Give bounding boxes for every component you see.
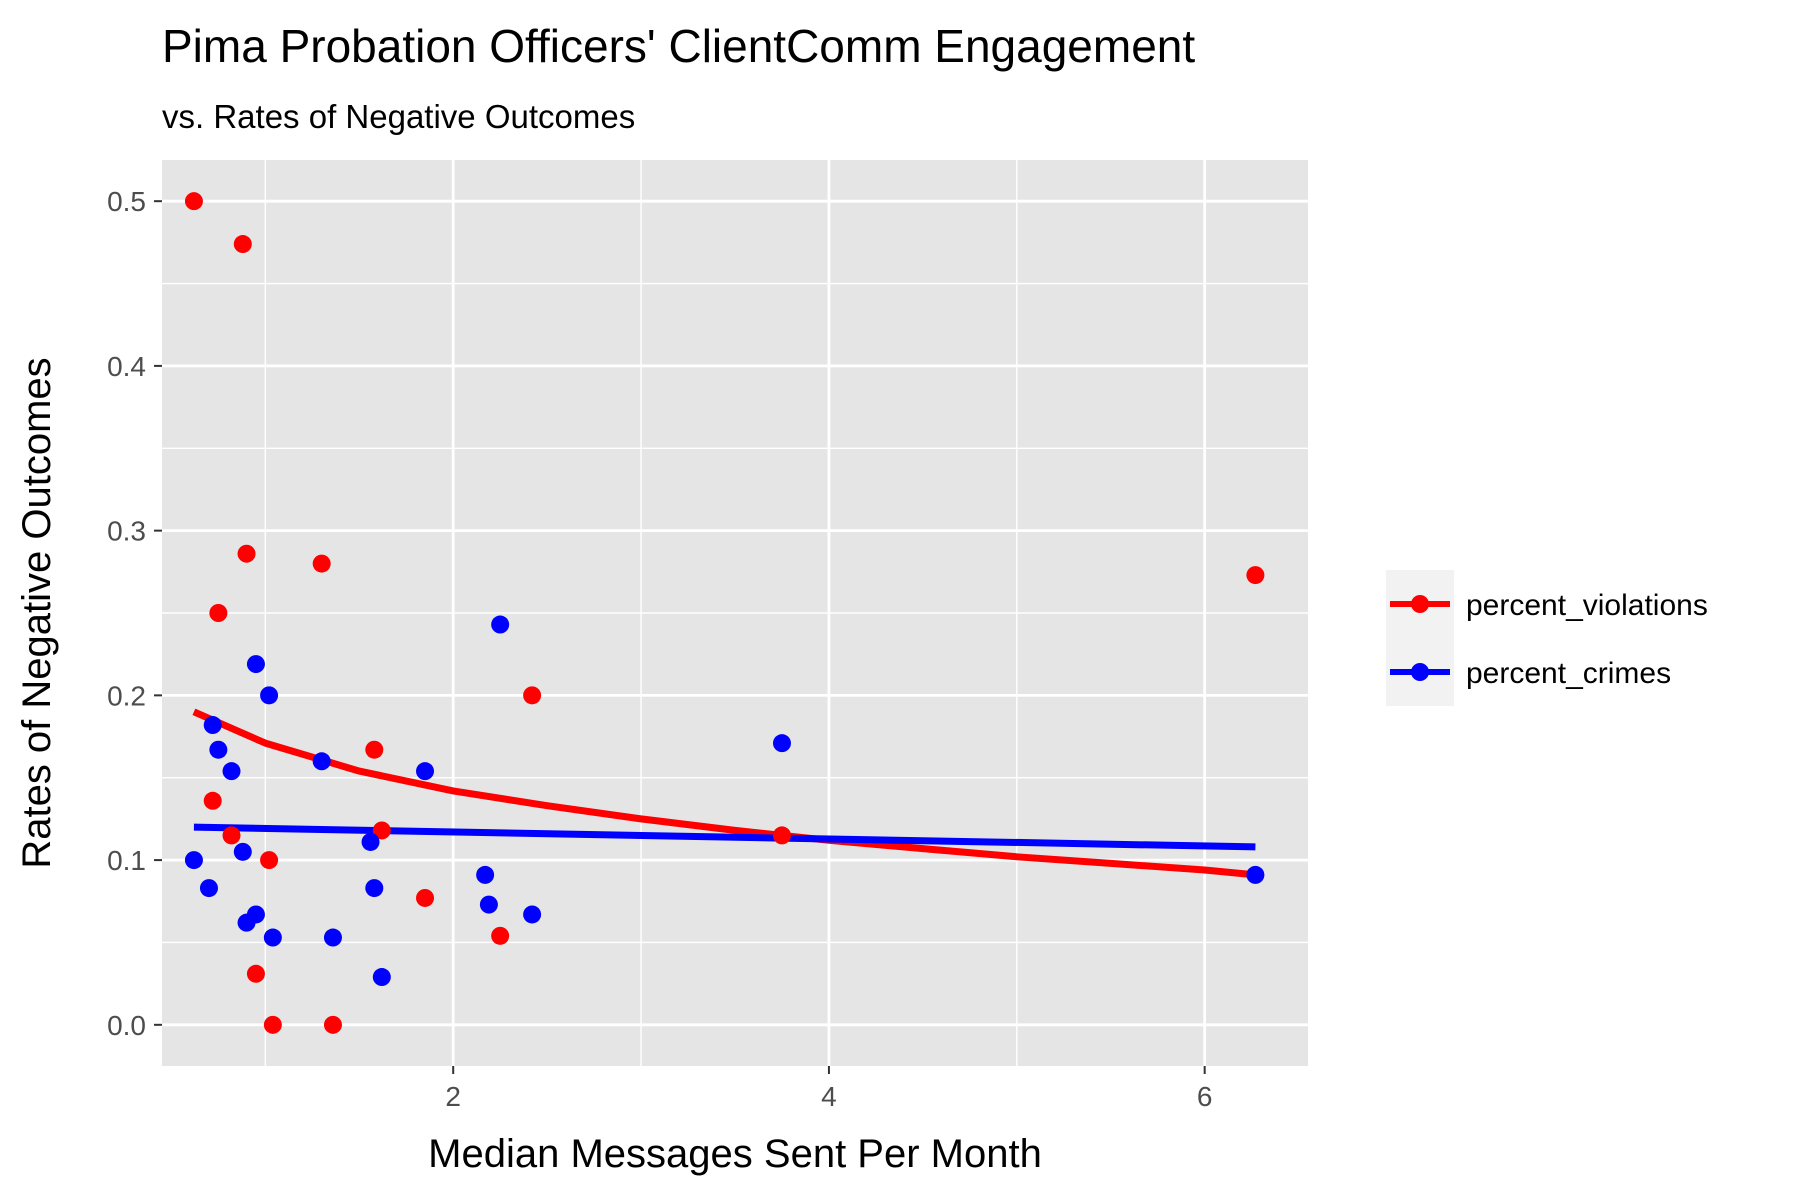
- point-percent_crimes-15: [365, 879, 384, 898]
- point-percent_violations-1: [233, 235, 252, 254]
- x-tick-label-1: 4: [821, 1081, 837, 1112]
- y-tick-label-5: 0.5: [107, 186, 146, 217]
- point-percent_crimes-16: [479, 895, 498, 914]
- y-tick-label-4: 0.4: [107, 351, 146, 382]
- grid-minor: [162, 160, 1308, 1066]
- point-percent_crimes-20: [263, 928, 282, 947]
- y-axis: 0.0 0.1 0.2 0.3 0.4 0.5: [107, 186, 162, 1041]
- point-percent_crimes-10: [233, 842, 252, 861]
- point-percent_violations-10: [772, 826, 791, 845]
- point-percent_violations-13: [491, 926, 510, 945]
- trend-line-percent_crimes: [193, 823, 1256, 851]
- point-percent_crimes-8: [416, 762, 435, 781]
- point-percent_violations-0: [184, 192, 203, 211]
- point-percent_crimes-0: [491, 615, 510, 634]
- point-percent_violations-4: [209, 604, 228, 622]
- point-percent_crimes-18: [523, 905, 542, 924]
- point-percent_crimes-13: [1246, 865, 1265, 884]
- point-percent_violations-17: [1246, 566, 1265, 585]
- x-tick-label-0: 2: [445, 1081, 461, 1112]
- point-percent_violations-15: [263, 1015, 282, 1034]
- point-percent_violations-5: [523, 686, 542, 705]
- point-percent_crimes-4: [772, 734, 791, 753]
- point-percent_violations-14: [246, 964, 265, 983]
- legend-label-percent_violations: percent_violations: [1466, 589, 1708, 622]
- point-percent_crimes-7: [222, 762, 241, 781]
- point-percent_crimes-11: [184, 851, 203, 870]
- grid-major: [162, 160, 1308, 1066]
- point-percent_crimes-2: [260, 686, 279, 705]
- point-percent_crimes-14: [199, 879, 218, 898]
- point-percent_crimes-9: [361, 832, 380, 851]
- y-axis-title: Rates of Negative Outcomes: [15, 357, 59, 868]
- y-tick-label-1: 0.1: [107, 845, 146, 876]
- legend: percent_violations percent_crimes: [1386, 570, 1708, 706]
- point-percent_violations-8: [372, 821, 391, 840]
- chart-subtitle: vs. Rates of Negative Outcomes: [162, 98, 635, 135]
- y-tick-label-2: 0.2: [107, 680, 146, 711]
- point-percent_violations-11: [260, 851, 279, 870]
- point-percent_crimes-3: [203, 716, 222, 735]
- point-percent_crimes-5: [209, 740, 228, 759]
- point-percent_crimes-1: [246, 655, 265, 674]
- y-tick-label-3: 0.3: [107, 516, 146, 547]
- point-percent_violations-2: [237, 544, 256, 563]
- point-percent_crimes-22: [372, 968, 391, 987]
- point-percent_violations-16: [323, 1015, 342, 1034]
- legend-label-percent_crimes: percent_crimes: [1466, 657, 1671, 690]
- legend-point-percent_violations: [1411, 595, 1429, 613]
- point-percent_violations-3: [312, 554, 331, 573]
- point-percent_violations-7: [203, 791, 222, 810]
- point-percent_violations-6: [365, 740, 384, 759]
- trend-line-percent_violations: [192, 708, 1256, 879]
- point-percent_violations-12: [416, 888, 435, 907]
- data-points: [184, 192, 1265, 1034]
- point-percent_violations-9: [222, 826, 241, 845]
- x-axis-title: Median Messages Sent Per Month: [428, 1132, 1042, 1176]
- point-percent_crimes-12: [476, 865, 495, 884]
- point-percent_crimes-19: [237, 913, 256, 932]
- chart-title: Pima Probation Officers' ClientComm Enga…: [162, 20, 1195, 72]
- legend-point-percent_crimes: [1411, 663, 1429, 681]
- trend-lines: [192, 708, 1256, 879]
- point-percent_crimes-21: [323, 928, 342, 947]
- y-tick-label-0: 0.0: [107, 1010, 146, 1041]
- x-axis: 2 4 6: [445, 1066, 1212, 1112]
- point-percent_crimes-6: [312, 752, 331, 771]
- x-tick-label-2: 6: [1197, 1081, 1213, 1112]
